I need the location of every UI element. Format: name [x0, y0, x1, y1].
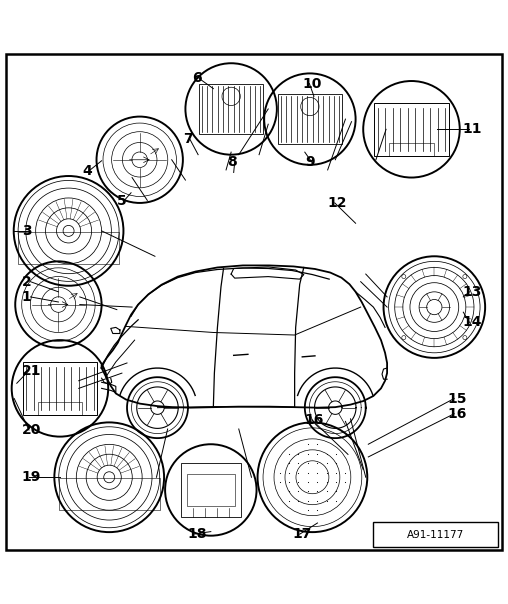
Bar — [199, 84, 263, 134]
Bar — [374, 103, 449, 156]
Text: 6: 6 — [192, 71, 202, 86]
Text: 12: 12 — [328, 196, 347, 210]
Text: 9: 9 — [305, 155, 314, 169]
Text: 15: 15 — [447, 391, 466, 405]
Text: 14: 14 — [462, 315, 482, 329]
Text: 21: 21 — [22, 364, 41, 378]
Text: 8: 8 — [228, 155, 237, 169]
Text: 20: 20 — [22, 423, 41, 437]
Bar — [59, 478, 160, 510]
Text: 13: 13 — [462, 285, 482, 299]
Bar — [38, 402, 82, 415]
Text: 2: 2 — [22, 275, 31, 289]
Bar — [18, 232, 119, 264]
Text: 17: 17 — [292, 527, 311, 541]
Text: 5: 5 — [117, 194, 126, 208]
Bar — [373, 522, 498, 547]
Text: 11: 11 — [462, 122, 482, 137]
Bar — [389, 143, 434, 156]
Text: 10: 10 — [302, 77, 322, 91]
Text: 4: 4 — [82, 164, 92, 178]
Bar — [187, 474, 235, 506]
Text: 19: 19 — [22, 471, 41, 484]
Text: 18: 18 — [187, 527, 206, 541]
Text: A91-11177: A91-11177 — [407, 530, 464, 539]
Bar — [181, 463, 241, 518]
Text: 16: 16 — [447, 406, 466, 421]
Text: 16: 16 — [305, 413, 324, 427]
Text: 1: 1 — [22, 290, 31, 304]
Bar — [22, 362, 98, 415]
Text: 3: 3 — [22, 224, 31, 238]
Bar — [278, 94, 342, 144]
Text: 7: 7 — [183, 132, 193, 146]
